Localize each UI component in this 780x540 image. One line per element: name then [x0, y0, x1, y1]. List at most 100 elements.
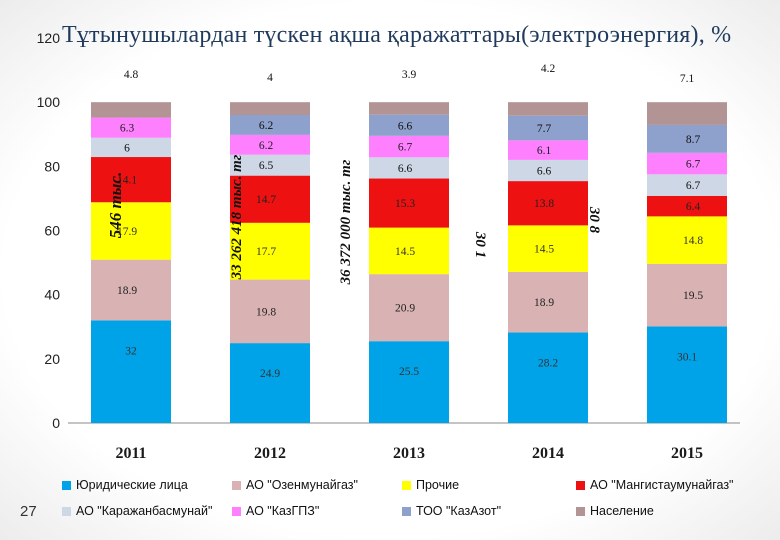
legend-label: Прочие — [416, 478, 460, 492]
bar-segment-2015-6 — [647, 124, 727, 153]
data-label-2014-2: 14.5 — [534, 244, 554, 256]
bar-segment-2013-0 — [369, 341, 449, 423]
bar-segment-2014-2 — [508, 225, 588, 272]
data-label-2012-1: 19.8 — [256, 306, 276, 318]
data-label-2012-6: 6.2 — [259, 120, 274, 132]
y-tick-label: 20 — [44, 351, 60, 367]
bar-segment-2015-3 — [647, 195, 727, 217]
bar-segment-2012-5 — [230, 134, 310, 155]
bar-segment-2013-1 — [369, 274, 449, 342]
data-label-2014-6: 7.7 — [537, 123, 552, 135]
bar-segment-2015-0 — [647, 326, 727, 423]
data-label-2011-3: 14.1 — [117, 175, 137, 187]
bar-segment-2014-5 — [508, 140, 588, 160]
value-annotation-2015: 30 8 — [586, 206, 602, 234]
bar-segment-2012-2 — [230, 222, 310, 280]
bar-segment-2013-3 — [369, 178, 449, 228]
x-tick-label-2012: 2012 — [254, 445, 286, 462]
bar-segment-2012-3 — [230, 175, 310, 223]
y-tick-label: 100 — [37, 94, 61, 110]
data-label-2014-1: 18.9 — [534, 297, 554, 309]
data-label-2014-0: 28.2 — [538, 358, 558, 370]
bar-segment-2012-6 — [230, 115, 310, 135]
legend-item: АО "Озенмунайгаз" — [232, 478, 358, 492]
bar-segment-2011-0 — [91, 320, 171, 423]
data-label-2013-0: 25.5 — [399, 366, 419, 378]
data-label-2011-4: 6 — [124, 142, 130, 154]
data-label-2013-6: 6.6 — [398, 120, 413, 132]
bar-segment-2013-2 — [369, 227, 449, 275]
y-tick-label: 40 — [44, 287, 60, 303]
data-label-2014-4: 6.6 — [537, 166, 552, 178]
data-label-2015-6: 8.7 — [686, 134, 701, 146]
data-label-2013-2: 14.5 — [395, 246, 415, 258]
x-tick-label-2015: 2015 — [671, 445, 703, 462]
data-label-2015-5: 6.7 — [686, 159, 701, 171]
data-label-2011-0: 32 — [125, 345, 137, 357]
value-annotation-2013: 36 372 000 тыс. тг — [338, 159, 354, 285]
legend-item: ТОО "КазАзот" — [402, 504, 501, 518]
data-label-2012-2: 17.7 — [256, 246, 276, 258]
data-label-2011-2: 17.9 — [117, 226, 137, 238]
legend-item: Население — [576, 504, 654, 518]
data-label-2012-0: 24.9 — [260, 368, 280, 380]
bar-segment-2015-7 — [647, 102, 727, 125]
data-label-2013-1: 20.9 — [395, 303, 415, 315]
page-number: 27 — [20, 503, 37, 520]
bar-segment-2013-4 — [369, 157, 449, 179]
data-label-2013-4: 6.6 — [398, 163, 413, 175]
data-label-2014-3: 13.8 — [534, 198, 554, 210]
bar-segment-2012-7 — [230, 102, 310, 115]
chart-legend: Юридические лица АО "Озенмунайгаз" Прочие А… — [62, 478, 774, 526]
bar-segment-2011-1 — [91, 259, 171, 321]
legend-label: АО "Мангистаумунайгаз" — [590, 478, 734, 492]
bar-segment-2014-7 — [508, 102, 588, 116]
legend-label: Население — [590, 504, 654, 518]
legend-item: АО "Мангистаумунайгаз" — [576, 478, 734, 492]
data-label-2013-7: 3.9 — [402, 69, 417, 81]
bar-segment-2012-4 — [230, 154, 310, 176]
data-label-2015-0: 30.1 — [677, 351, 697, 363]
value-annotation-2014: 30 1 — [472, 231, 488, 258]
bar-segment-2015-2 — [647, 216, 727, 264]
bar-segment-2014-4 — [508, 159, 588, 182]
data-label-2012-3: 14.7 — [256, 194, 276, 206]
data-label-2011-1: 18.9 — [117, 285, 137, 297]
data-label-2012-7: 4 — [267, 72, 273, 84]
legend-label: Юридические лица — [76, 478, 188, 492]
data-label-2011-5: 6.3 — [120, 123, 135, 135]
legend-item: Юридические лица — [62, 478, 188, 492]
bar-segment-2015-1 — [647, 263, 727, 327]
legend-swatch — [402, 506, 411, 516]
legend-swatch — [576, 480, 585, 490]
bar-segment-2013-5 — [369, 135, 449, 158]
legend-swatch — [576, 506, 585, 516]
bar-segment-2014-0 — [508, 332, 588, 423]
bar-segment-2011-7 — [91, 102, 171, 118]
bar-segment-2014-3 — [508, 181, 588, 226]
legend-item: Прочие — [402, 478, 459, 492]
value-annotation-2012: 33 262 418 тыс. тг — [229, 154, 245, 280]
data-label-2013-5: 6.7 — [398, 142, 413, 154]
y-tick-label: 60 — [44, 223, 60, 239]
y-tick-label: 120 — [37, 30, 61, 46]
x-tick-label-2011: 2011 — [115, 445, 146, 462]
x-tick-label-2014: 2014 — [532, 445, 564, 462]
y-tick-label: 0 — [52, 415, 60, 431]
bar-segment-2015-4 — [647, 174, 727, 196]
chart-title: Тұтынушылардан түскен ақша қаражаттары(э… — [62, 22, 732, 48]
legend-item: АО "КазГПЗ" — [232, 504, 319, 518]
bar-segment-2011-2 — [91, 202, 171, 260]
legend-swatch — [232, 480, 241, 490]
data-label-2013-3: 15.3 — [395, 198, 415, 210]
bar-segment-2015-5 — [647, 152, 727, 175]
bar-segment-2011-5 — [91, 117, 171, 138]
legend-swatch — [402, 480, 411, 490]
data-label-2012-4: 6.5 — [259, 160, 274, 172]
x-tick-label-2013: 2013 — [393, 445, 425, 462]
value-annotation-2011: 546 тыс. — [106, 172, 125, 239]
data-label-2014-5: 6.1 — [537, 145, 552, 157]
data-label-2015-3: 6.4 — [686, 201, 701, 213]
data-label-2012-5: 6.2 — [259, 140, 274, 152]
